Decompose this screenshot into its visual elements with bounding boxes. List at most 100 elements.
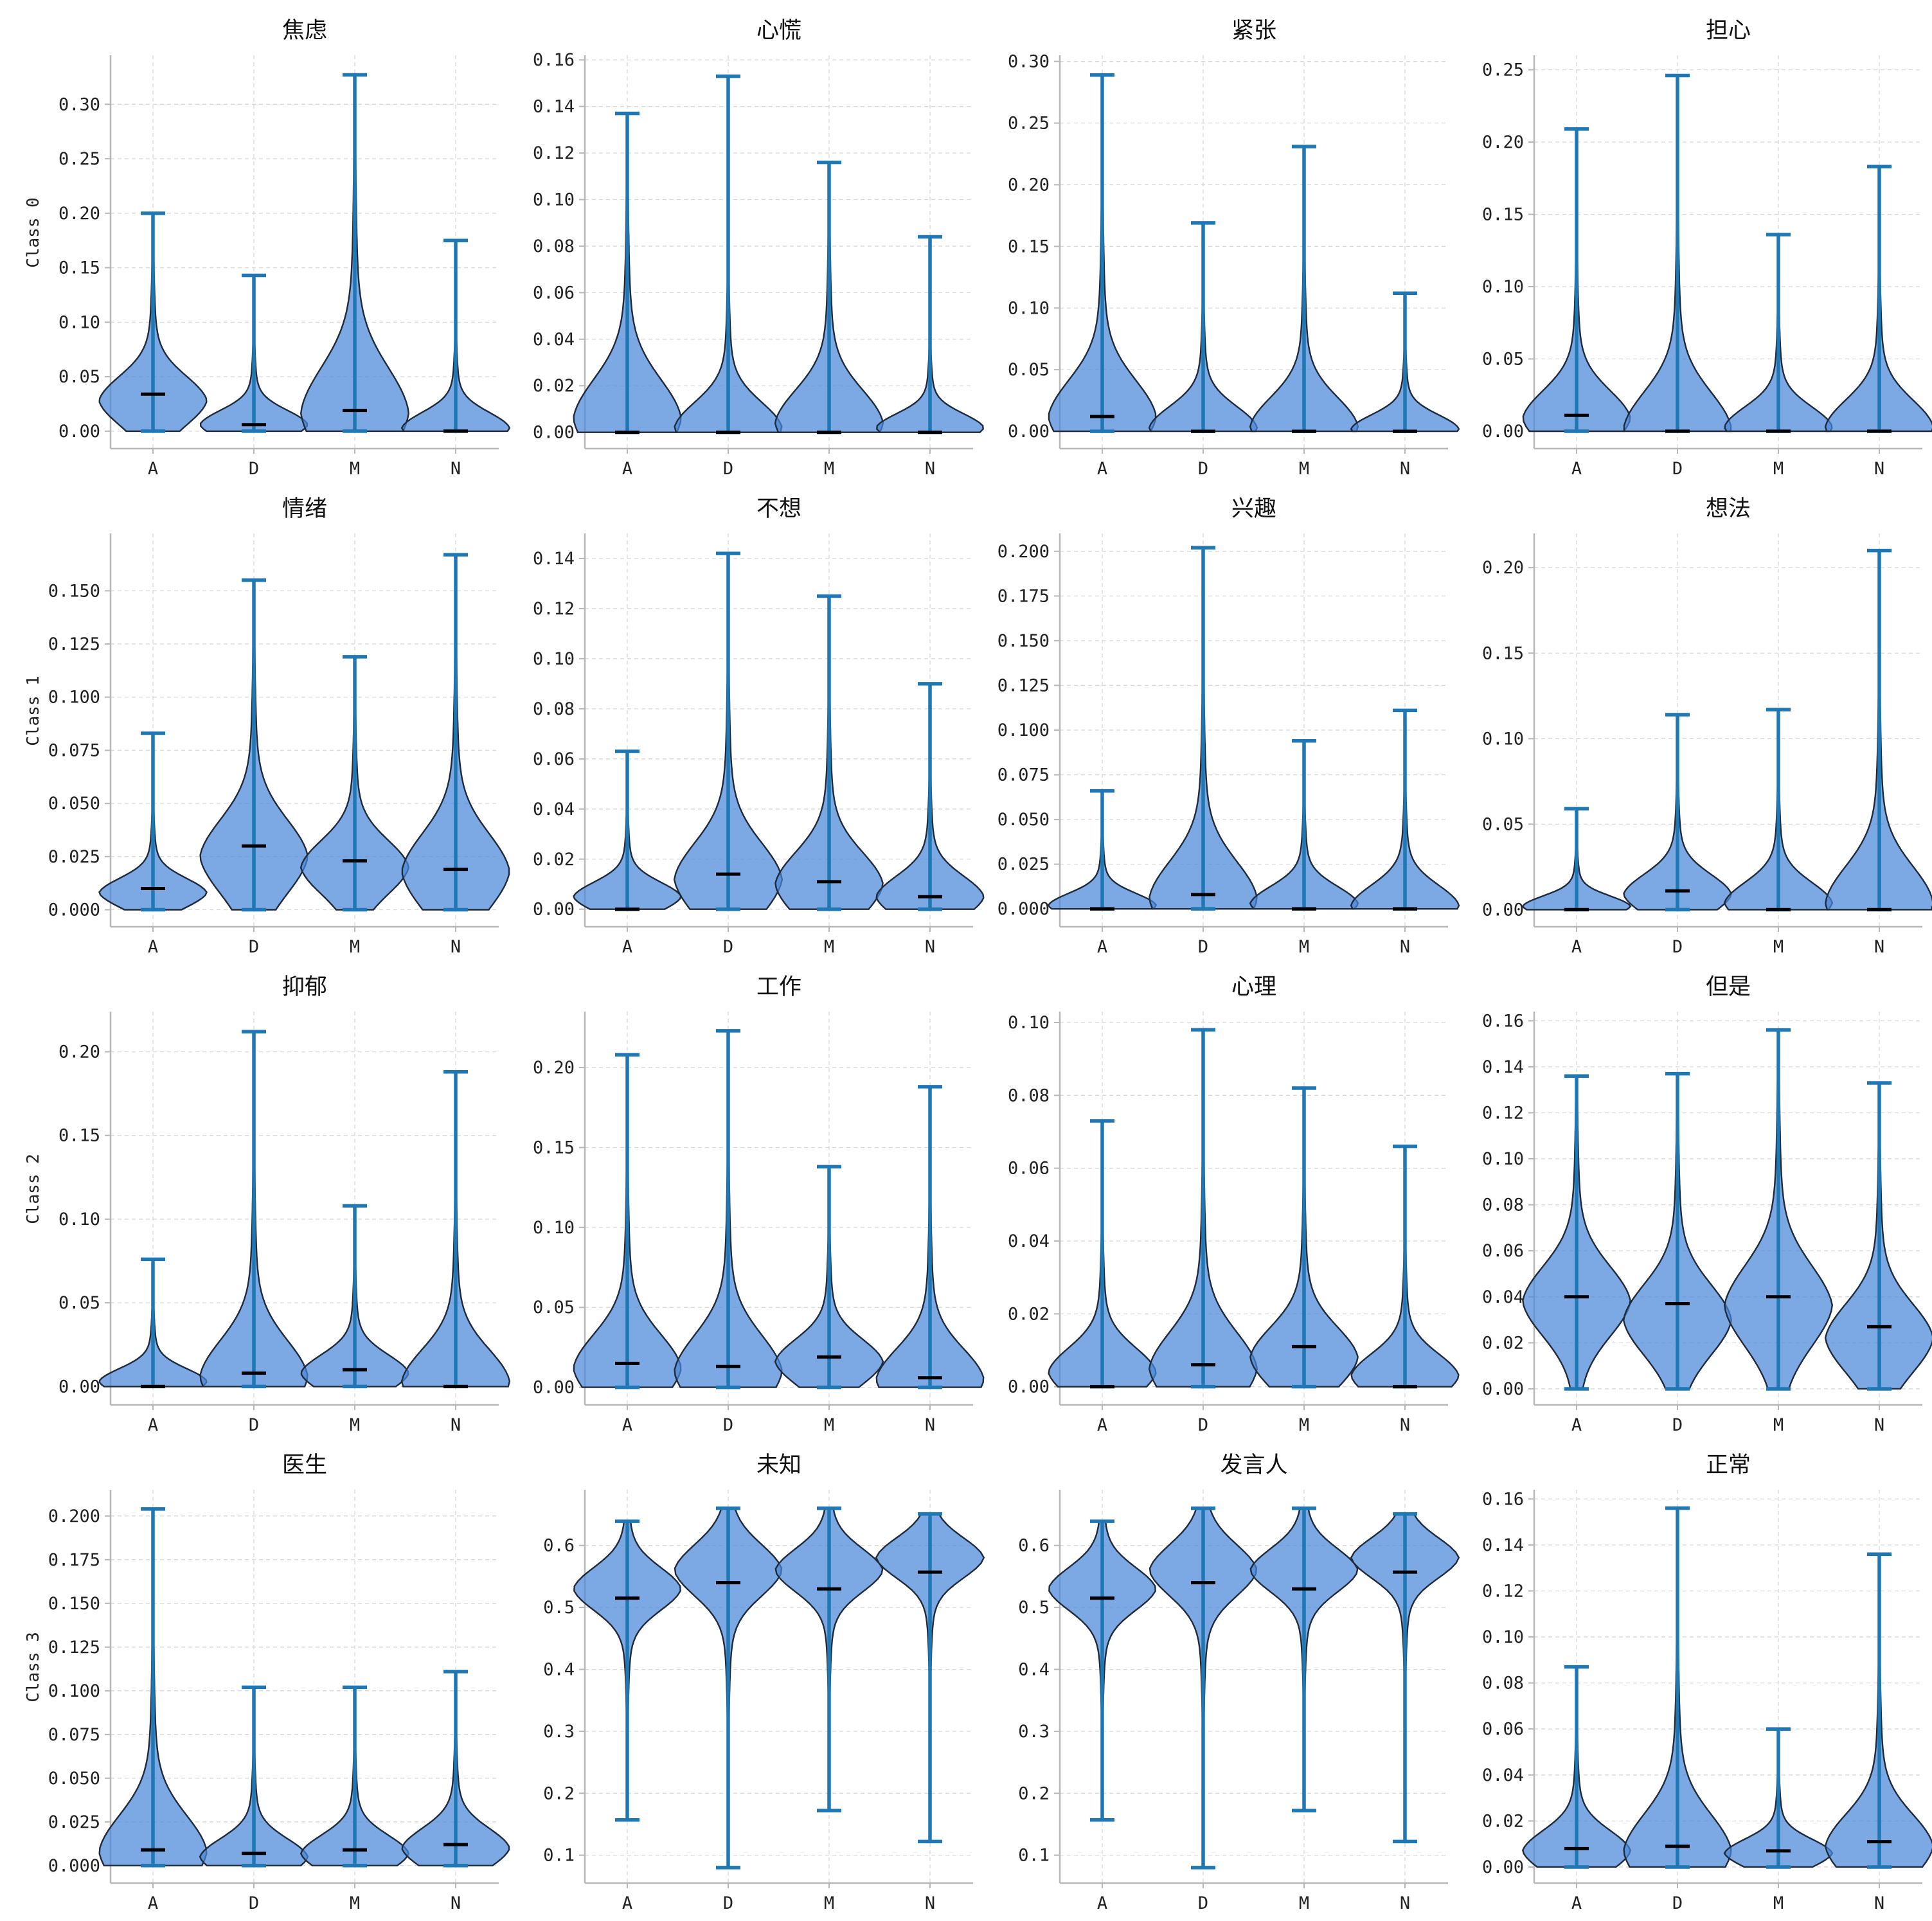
y-tick-label: 0.00 (1482, 422, 1524, 442)
y-tick-label: 0.15 (58, 258, 100, 278)
y-tick-label: 0.2 (1018, 1783, 1050, 1803)
x-tick-label: D (249, 1415, 259, 1435)
x-tick-label: M (350, 459, 360, 479)
subplot-2-3: 0.00 0.02 0.04 0.06 0.08 0.10 0.12 0.14 0.16 A D M N… (1482, 974, 1932, 1435)
x-tick-label: M (1773, 937, 1784, 957)
y-tick-label: 0.12 (533, 599, 575, 619)
x-tick-label: N (1400, 937, 1410, 957)
y-tick-label: 0.000 (997, 899, 1050, 919)
x-tick-label: A (148, 1415, 158, 1435)
y-tick-label: 0.02 (1482, 1333, 1524, 1353)
y-tick-label: 0.04 (1482, 1287, 1524, 1307)
x-tick-label: N (1874, 459, 1884, 479)
y-tick-label: 0.00 (58, 422, 100, 442)
x-tick-label: A (148, 937, 158, 957)
x-tick-label: N (1400, 1415, 1410, 1435)
y-tick-label: 0.05 (58, 1293, 100, 1313)
y-tick-label: 0.08 (533, 699, 575, 719)
y-tick-label: 0.15 (1482, 643, 1524, 663)
y-tick-label: 0.125 (997, 675, 1050, 695)
x-tick-label: D (249, 937, 259, 957)
x-tick-label: D (1672, 1415, 1683, 1435)
subplot-0-2: 0.00 0.05 0.10 0.15 0.20 0.25 0.30 A D M N 紧张 (1008, 18, 1460, 479)
x-tick-label: A (148, 459, 158, 479)
x-tick-label: N (451, 1415, 461, 1435)
y-tick-label: 0.06 (1482, 1241, 1524, 1261)
x-tick-label: N (925, 1893, 935, 1913)
x-tick-label: A (1571, 1893, 1582, 1913)
subplot-title: 工作 (756, 974, 801, 1000)
y-tick-label: 0.10 (533, 190, 575, 210)
x-tick-label: N (1874, 1415, 1884, 1435)
x-tick-label: A (622, 1415, 632, 1435)
subplot-1-3: 0.00 0.05 0.10 0.15 0.20 A D M N 想法 (1482, 496, 1932, 957)
y-tick-label: 0.3 (543, 1722, 575, 1742)
x-tick-label: M (350, 937, 360, 957)
subplot-2-0: 0.00 0.05 0.10 0.15 0.20 A D M N 抑郁 Class 2 (24, 974, 511, 1435)
y-tick-label: 0.14 (533, 549, 575, 569)
y-tick-label: 0.04 (533, 330, 575, 350)
y-tick-label: 0.10 (1482, 1627, 1524, 1647)
subplot-title: 未知 (756, 1452, 801, 1478)
subplot-title: 正常 (1706, 1452, 1751, 1478)
y-tick-label: 0.175 (48, 1550, 100, 1570)
x-tick-label: A (1097, 1893, 1107, 1913)
x-tick-label: M (1773, 1893, 1784, 1913)
subplot-0-0: 0.00 0.05 0.10 0.15 0.20 0.25 0.30 A D M N 焦虑 Class … (24, 18, 511, 479)
subplot-title: 情绪 (282, 496, 327, 522)
y-tick-label: 0.04 (533, 800, 575, 819)
x-tick-label: D (723, 1893, 733, 1913)
y-tick-label: 0.075 (48, 1725, 100, 1745)
y-tick-label: 0.125 (48, 1638, 100, 1657)
y-tick-label: 0.12 (1482, 1581, 1524, 1601)
x-tick-label: D (1198, 1415, 1208, 1435)
subplot-1-1: 0.00 0.02 0.04 0.06 0.08 0.10 0.12 0.14 A D M N 不想 (533, 496, 985, 957)
y-tick-label: 0.06 (1008, 1159, 1050, 1179)
y-tick-label: 0.075 (48, 740, 100, 760)
y-tick-label: 0.10 (1008, 298, 1050, 318)
subplot-title: 心慌 (756, 18, 801, 44)
y-tick-label: 0.05 (1482, 814, 1524, 834)
y-tick-label: 0.05 (533, 1298, 575, 1318)
row-label: Class 1 (24, 675, 43, 746)
x-tick-label: N (1400, 459, 1410, 479)
x-tick-label: M (824, 937, 834, 957)
subplot-title: 不想 (756, 496, 801, 522)
y-tick-label: 0.15 (1008, 237, 1050, 256)
x-tick-label: N (451, 459, 461, 479)
x-tick-label: M (1299, 937, 1309, 957)
y-tick-label: 0.075 (997, 765, 1050, 785)
y-tick-label: 0.04 (1482, 1765, 1524, 1785)
y-tick-label: 0.06 (533, 283, 575, 303)
y-tick-label: 0.200 (48, 1506, 100, 1526)
subplot-0-1: 0.00 0.02 0.04 0.06 0.08 0.10 0.12 0.14 0.16 A D M N… (533, 18, 984, 479)
y-tick-label: 0.02 (1008, 1304, 1050, 1324)
subplot-title: 抑郁 (282, 974, 327, 1000)
x-tick-label: A (1097, 1415, 1107, 1435)
y-tick-label: 0.20 (58, 1042, 100, 1062)
y-tick-label: 0.100 (48, 688, 100, 708)
x-tick-label: M (824, 1415, 834, 1435)
x-tick-label: N (451, 1893, 461, 1913)
row-label: Class 3 (24, 1632, 43, 1702)
x-tick-label: N (925, 1415, 935, 1435)
y-tick-label: 0.08 (1482, 1674, 1524, 1693)
x-tick-label: D (723, 1415, 733, 1435)
y-tick-label: 0.10 (1482, 729, 1524, 749)
subplot-title: 兴趣 (1231, 496, 1276, 522)
subplot-title: 但是 (1706, 974, 1751, 1000)
y-tick-label: 0.00 (533, 1378, 575, 1398)
subplot-0-3: 0.00 0.05 0.10 0.15 0.20 0.25 A D M N 担心 (1482, 18, 1932, 479)
y-tick-label: 0.02 (533, 376, 575, 396)
y-tick-label: 0.20 (1008, 175, 1050, 195)
y-tick-label: 0.30 (58, 94, 100, 114)
y-tick-label: 0.00 (1482, 900, 1524, 920)
subplot-title: 担心 (1706, 18, 1751, 44)
subplot-title: 医生 (282, 1452, 327, 1478)
y-tick-label: 0.1 (1018, 1846, 1050, 1866)
y-tick-label: 0.08 (1008, 1086, 1050, 1105)
y-tick-label: 0.125 (48, 634, 100, 654)
y-tick-label: 0.15 (1482, 205, 1524, 225)
y-tick-label: 0.20 (1482, 132, 1524, 152)
x-tick-label: D (1672, 459, 1683, 479)
